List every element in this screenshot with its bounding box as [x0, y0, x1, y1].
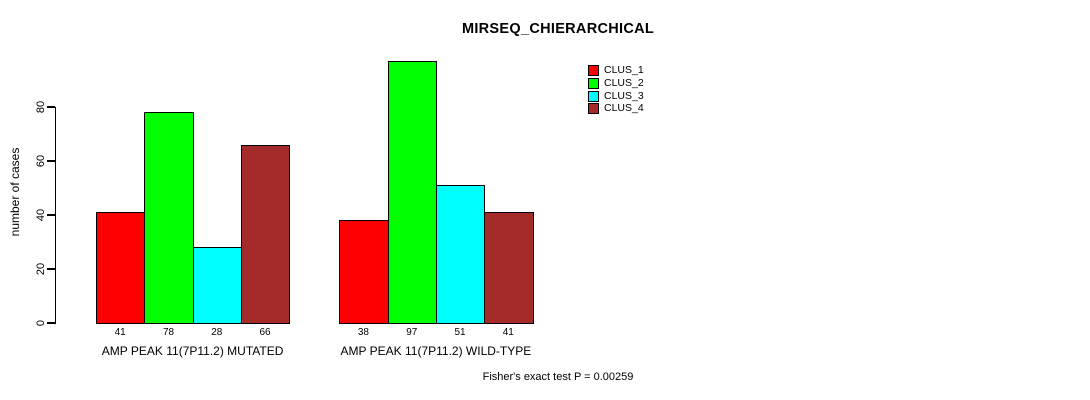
chart-title: MIRSEQ_CHIERARCHICAL — [461, 21, 655, 37]
y-tick-label: 20 — [35, 262, 47, 276]
bar-clus-2-group-2 — [387, 61, 438, 325]
legend-item-label: CLUS_1 — [604, 64, 644, 76]
bar-value-label: 38 — [357, 327, 369, 338]
legend-swatch — [588, 65, 599, 76]
y-tick-mark — [47, 214, 55, 216]
y-tick-mark — [47, 322, 55, 324]
y-tick-mark — [47, 160, 55, 162]
bar-clus-3-group-1 — [192, 247, 243, 325]
y-tick-mark — [47, 268, 55, 270]
y-axis-label: number of cases — [8, 147, 22, 237]
bar-clus-4-group-1 — [240, 144, 291, 325]
y-tick-label: 0 — [35, 319, 47, 327]
bar-value-label: 97 — [406, 327, 418, 338]
annotation-text: Fisher's exact test P = 0.00259 — [482, 371, 634, 383]
x-category-label: AMP PEAK 11(7P11.2) WILD-TYPE — [340, 344, 532, 358]
legend-swatch — [588, 103, 599, 115]
bar-value-label: 28 — [211, 327, 223, 338]
y-tick-label: 80 — [35, 100, 47, 114]
legend-item-label: CLUS_4 — [604, 102, 644, 115]
bar-clus-4-group-2 — [484, 212, 534, 325]
bar-value-label: 41 — [114, 327, 126, 338]
y-axis-line — [55, 107, 57, 324]
y-tick-label: 40 — [35, 208, 47, 222]
bar-clus-3-group-2 — [435, 185, 486, 325]
y-tick-mark — [47, 106, 55, 108]
legend-swatch — [588, 77, 599, 89]
legend-swatch — [588, 90, 599, 102]
bar-value-label: 66 — [259, 327, 271, 338]
bar-value-label: 78 — [162, 327, 175, 338]
bar-clus-1-group-2 — [339, 220, 389, 325]
legend-item-label: CLUS_2 — [604, 76, 644, 89]
y-tick-label: 60 — [35, 154, 47, 168]
bar-clus-1-group-1 — [96, 212, 146, 325]
x-category-label: AMP PEAK 11(7P11.2) MUTATED — [101, 344, 284, 358]
legend-item-label: CLUS_3 — [604, 89, 644, 102]
bar-value-label: 51 — [454, 327, 466, 338]
bar-clus-2-group-1 — [144, 112, 194, 325]
bar-value-label: 41 — [502, 327, 514, 338]
